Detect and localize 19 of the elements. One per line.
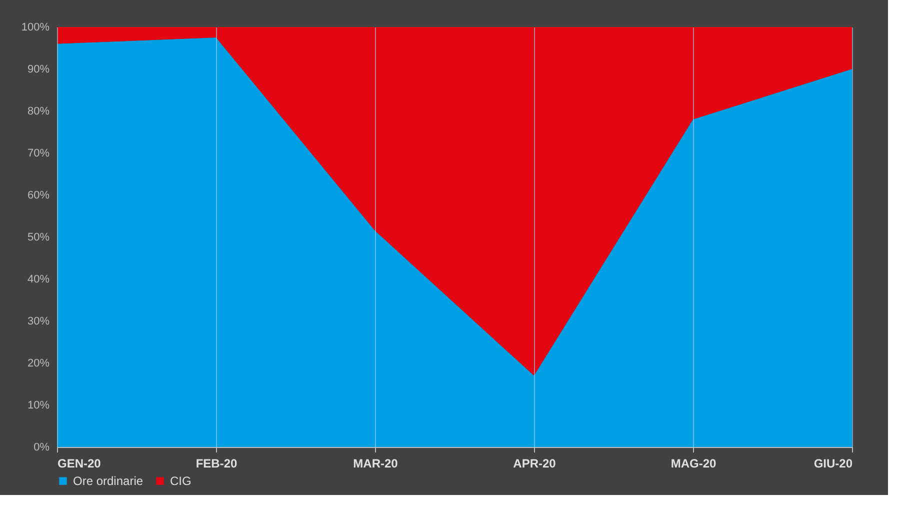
y-tick-label: 90% (27, 64, 50, 76)
y-tick-label: 60% (27, 190, 50, 202)
x-tick-label: GIU-20 (814, 456, 853, 470)
y-tick-label: 0% (34, 442, 50, 454)
y-tick-label: 70% (27, 148, 50, 160)
y-tick-label: 80% (27, 106, 50, 118)
x-tick-label: GEN-20 (58, 456, 102, 470)
y-tick-label: 30% (27, 316, 50, 328)
legend-label: Ore ordinarie (73, 474, 144, 488)
x-tick-label: MAR-20 (353, 456, 398, 470)
x-tick-label: FEB-20 (196, 456, 238, 470)
y-tick-label: 20% (27, 358, 50, 370)
y-tick-label: 100% (21, 22, 50, 34)
legend-label: CIG (170, 474, 192, 488)
x-tick-label: APR-20 (513, 456, 556, 470)
y-tick-label: 10% (27, 400, 50, 412)
y-tick-label: 50% (27, 232, 50, 244)
x-tick-label: MAG-20 (670, 456, 716, 470)
y-tick-label: 40% (27, 274, 50, 286)
